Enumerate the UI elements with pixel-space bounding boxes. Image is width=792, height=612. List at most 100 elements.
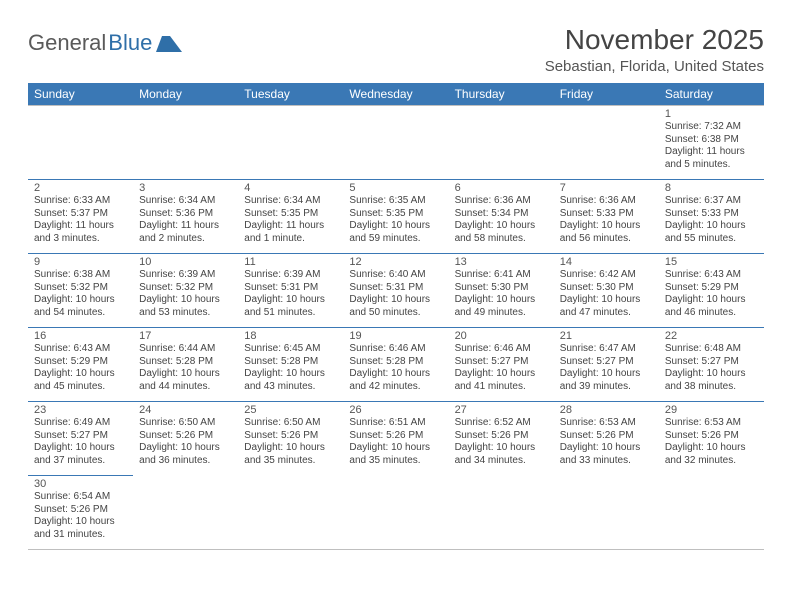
daylight-line: Daylight: 10 hours and 54 minutes. bbox=[34, 294, 127, 319]
sunset-line: Sunset: 5:26 PM bbox=[34, 504, 127, 517]
day-number: 29 bbox=[665, 404, 758, 416]
sunset-line: Sunset: 5:28 PM bbox=[244, 356, 337, 369]
day-number: 15 bbox=[665, 256, 758, 268]
daylight-line: Daylight: 10 hours and 47 minutes. bbox=[560, 294, 653, 319]
sunset-line: Sunset: 5:37 PM bbox=[34, 208, 127, 221]
sunset-line: Sunset: 5:34 PM bbox=[455, 208, 548, 221]
sunrise-line: Sunrise: 6:38 AM bbox=[34, 269, 127, 282]
sunset-line: Sunset: 5:27 PM bbox=[34, 430, 127, 443]
calendar-cell: 2Sunrise: 6:33 AMSunset: 5:37 PMDaylight… bbox=[28, 179, 133, 253]
sunrise-line: Sunrise: 6:46 AM bbox=[455, 343, 548, 356]
day-number: 12 bbox=[349, 256, 442, 268]
day-number: 10 bbox=[139, 256, 232, 268]
calendar-cell-blank bbox=[133, 105, 238, 179]
calendar-cell: 21Sunrise: 6:47 AMSunset: 5:27 PMDayligh… bbox=[554, 327, 659, 401]
calendar-cell: 10Sunrise: 6:39 AMSunset: 5:32 PMDayligh… bbox=[133, 253, 238, 327]
sunrise-line: Sunrise: 6:52 AM bbox=[455, 417, 548, 430]
daylight-line: Daylight: 10 hours and 44 minutes. bbox=[139, 368, 232, 393]
calendar-cell: 22Sunrise: 6:48 AMSunset: 5:27 PMDayligh… bbox=[659, 327, 764, 401]
calendar-cell: 20Sunrise: 6:46 AMSunset: 5:27 PMDayligh… bbox=[449, 327, 554, 401]
day-number: 18 bbox=[244, 330, 337, 342]
calendar-cell-blank bbox=[238, 105, 343, 179]
day-number: 27 bbox=[455, 404, 548, 416]
flag-icon bbox=[156, 34, 182, 54]
sunrise-line: Sunrise: 7:32 AM bbox=[665, 121, 758, 134]
daylight-line: Daylight: 11 hours and 5 minutes. bbox=[665, 146, 758, 171]
day-number: 8 bbox=[665, 182, 758, 194]
sunrise-line: Sunrise: 6:39 AM bbox=[244, 269, 337, 282]
sunset-line: Sunset: 5:27 PM bbox=[665, 356, 758, 369]
calendar-cell: 13Sunrise: 6:41 AMSunset: 5:30 PMDayligh… bbox=[449, 253, 554, 327]
sunrise-line: Sunrise: 6:39 AM bbox=[139, 269, 232, 282]
sunrise-line: Sunrise: 6:44 AM bbox=[139, 343, 232, 356]
brand-word-1: General bbox=[28, 30, 106, 56]
day-number: 19 bbox=[349, 330, 442, 342]
day-number: 26 bbox=[349, 404, 442, 416]
calendar-cell: 28Sunrise: 6:53 AMSunset: 5:26 PMDayligh… bbox=[554, 401, 659, 475]
calendar-cell: 15Sunrise: 6:43 AMSunset: 5:29 PMDayligh… bbox=[659, 253, 764, 327]
daylight-line: Daylight: 10 hours and 46 minutes. bbox=[665, 294, 758, 319]
sunset-line: Sunset: 5:27 PM bbox=[560, 356, 653, 369]
sunset-line: Sunset: 5:35 PM bbox=[244, 208, 337, 221]
day-number: 28 bbox=[560, 404, 653, 416]
calendar-cell: 29Sunrise: 6:53 AMSunset: 5:26 PMDayligh… bbox=[659, 401, 764, 475]
calendar-cell: 16Sunrise: 6:43 AMSunset: 5:29 PMDayligh… bbox=[28, 327, 133, 401]
sunrise-line: Sunrise: 6:36 AM bbox=[560, 195, 653, 208]
calendar-cell-blank bbox=[343, 105, 448, 179]
weekday-header: Thursday bbox=[449, 83, 554, 105]
daylight-line: Daylight: 10 hours and 56 minutes. bbox=[560, 220, 653, 245]
daylight-line: Daylight: 11 hours and 1 minute. bbox=[244, 220, 337, 245]
sunrise-line: Sunrise: 6:50 AM bbox=[244, 417, 337, 430]
calendar-cell: 8Sunrise: 6:37 AMSunset: 5:33 PMDaylight… bbox=[659, 179, 764, 253]
sunrise-line: Sunrise: 6:51 AM bbox=[349, 417, 442, 430]
calendar-cell: 12Sunrise: 6:40 AMSunset: 5:31 PMDayligh… bbox=[343, 253, 448, 327]
sunrise-line: Sunrise: 6:45 AM bbox=[244, 343, 337, 356]
day-number: 7 bbox=[560, 182, 653, 194]
sunset-line: Sunset: 5:26 PM bbox=[455, 430, 548, 443]
day-number: 23 bbox=[34, 404, 127, 416]
day-number: 5 bbox=[349, 182, 442, 194]
daylight-line: Daylight: 10 hours and 33 minutes. bbox=[560, 442, 653, 467]
brand-logo: GeneralBlue bbox=[28, 24, 182, 56]
sunset-line: Sunset: 5:28 PM bbox=[139, 356, 232, 369]
daylight-line: Daylight: 10 hours and 35 minutes. bbox=[244, 442, 337, 467]
sunset-line: Sunset: 5:36 PM bbox=[139, 208, 232, 221]
page-title: November 2025 bbox=[545, 24, 764, 56]
daylight-line: Daylight: 10 hours and 41 minutes. bbox=[455, 368, 548, 393]
daylight-line: Daylight: 10 hours and 51 minutes. bbox=[244, 294, 337, 319]
daylight-line: Daylight: 10 hours and 34 minutes. bbox=[455, 442, 548, 467]
sunrise-line: Sunrise: 6:33 AM bbox=[34, 195, 127, 208]
daylight-line: Daylight: 10 hours and 35 minutes. bbox=[349, 442, 442, 467]
sunset-line: Sunset: 5:30 PM bbox=[455, 282, 548, 295]
day-number: 30 bbox=[34, 478, 127, 490]
day-number: 25 bbox=[244, 404, 337, 416]
weekday-header: Tuesday bbox=[238, 83, 343, 105]
day-number: 14 bbox=[560, 256, 653, 268]
location-subtitle: Sebastian, Florida, United States bbox=[545, 58, 764, 75]
daylight-line: Daylight: 10 hours and 32 minutes. bbox=[665, 442, 758, 467]
calendar-cell: 1Sunrise: 7:32 AMSunset: 6:38 PMDaylight… bbox=[659, 105, 764, 179]
daylight-line: Daylight: 10 hours and 45 minutes. bbox=[34, 368, 127, 393]
day-number: 20 bbox=[455, 330, 548, 342]
sunrise-line: Sunrise: 6:50 AM bbox=[139, 417, 232, 430]
calendar: SundayMondayTuesdayWednesdayThursdayFrid… bbox=[28, 83, 764, 550]
sunrise-line: Sunrise: 6:41 AM bbox=[455, 269, 548, 282]
sunset-line: Sunset: 5:26 PM bbox=[665, 430, 758, 443]
sunset-line: Sunset: 5:29 PM bbox=[34, 356, 127, 369]
daylight-line: Daylight: 10 hours and 59 minutes. bbox=[349, 220, 442, 245]
sunset-line: Sunset: 5:28 PM bbox=[349, 356, 442, 369]
sunrise-line: Sunrise: 6:49 AM bbox=[34, 417, 127, 430]
day-number: 6 bbox=[455, 182, 548, 194]
sunset-line: Sunset: 5:26 PM bbox=[560, 430, 653, 443]
daylight-line: Daylight: 10 hours and 55 minutes. bbox=[665, 220, 758, 245]
sunrise-line: Sunrise: 6:37 AM bbox=[665, 195, 758, 208]
calendar-cell-blank bbox=[28, 105, 133, 179]
calendar-cell: 3Sunrise: 6:34 AMSunset: 5:36 PMDaylight… bbox=[133, 179, 238, 253]
sunset-line: Sunset: 5:35 PM bbox=[349, 208, 442, 221]
calendar-cell: 30Sunrise: 6:54 AMSunset: 5:26 PMDayligh… bbox=[28, 475, 133, 549]
sunset-line: Sunset: 5:33 PM bbox=[665, 208, 758, 221]
weekday-header: Friday bbox=[554, 83, 659, 105]
calendar-cell: 19Sunrise: 6:46 AMSunset: 5:28 PMDayligh… bbox=[343, 327, 448, 401]
calendar-grid: 1Sunrise: 7:32 AMSunset: 6:38 PMDaylight… bbox=[28, 105, 764, 549]
daylight-line: Daylight: 10 hours and 42 minutes. bbox=[349, 368, 442, 393]
